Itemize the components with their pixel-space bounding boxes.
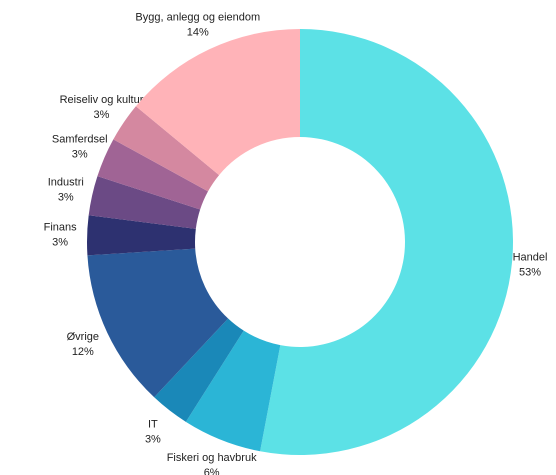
slice-value-label: 3% bbox=[145, 434, 161, 446]
slice-label: Samferdsel bbox=[52, 134, 108, 146]
slice-label: Reiseliv og kultur bbox=[60, 94, 144, 106]
donut-slice bbox=[260, 29, 513, 455]
donut-slice bbox=[87, 215, 196, 256]
donut-slice bbox=[135, 29, 300, 176]
donut-slice bbox=[87, 248, 229, 398]
slice-value-label: 6% bbox=[204, 467, 220, 475]
slice-value-label: 3% bbox=[72, 149, 88, 161]
slice-label: Fiskeri og havbruk bbox=[167, 452, 257, 464]
slice-value-label: 12% bbox=[72, 346, 94, 358]
slice-label: Bygg, anlegg og eiendom bbox=[135, 12, 260, 24]
slice-value-label: 3% bbox=[52, 236, 68, 248]
slice-label: Handel bbox=[513, 251, 548, 263]
donut-slice bbox=[154, 318, 244, 422]
donut-slice bbox=[97, 139, 208, 210]
donut-slice bbox=[113, 106, 220, 192]
donut-slice bbox=[88, 176, 201, 229]
donut-slice bbox=[185, 330, 281, 452]
slice-label: Industri bbox=[48, 177, 84, 189]
slice-label: Finans bbox=[44, 221, 78, 233]
slice-label: IT bbox=[148, 419, 158, 431]
slice-value-label: 3% bbox=[58, 192, 74, 204]
slice-label: Øvrige bbox=[67, 331, 99, 343]
slice-value-label: 53% bbox=[519, 266, 541, 278]
slice-value-label: 14% bbox=[187, 27, 209, 39]
slice-value-label: 3% bbox=[94, 109, 110, 121]
